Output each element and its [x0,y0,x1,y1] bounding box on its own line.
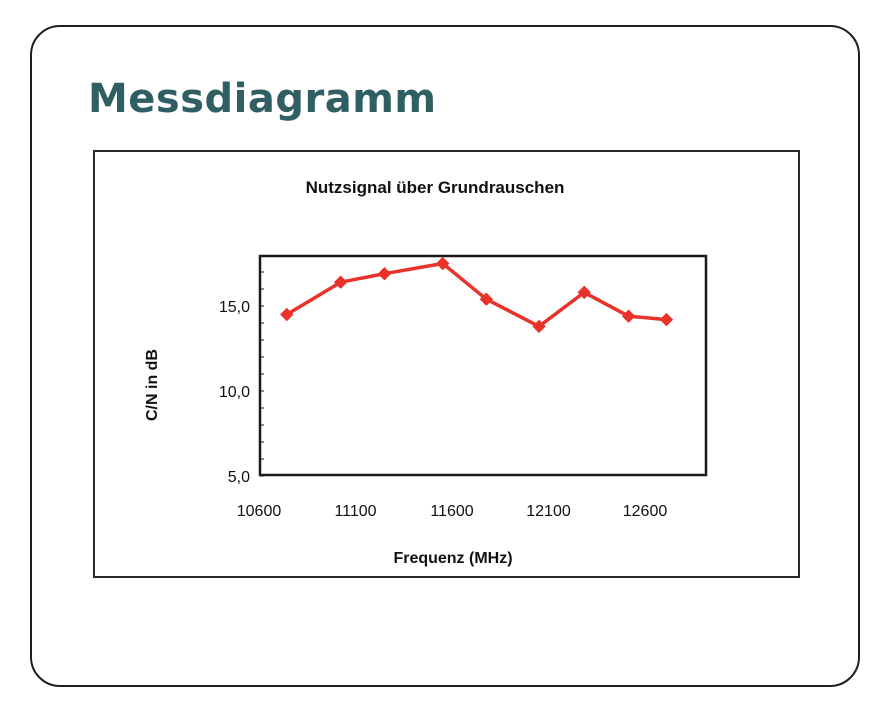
y-axis-label: C/N in dB [144,349,161,421]
y-axis-ticks: 5,0 10,0 15,0 [219,299,250,486]
data-point-marker [280,307,294,322]
line-chart: Nutzsignal über Grundrauschen 5,0 10,0 15,… [144,178,708,567]
y-tick-label: 10,0 [219,384,250,401]
x-tick-label: 12100 [526,503,571,520]
y-tick-label: 5,0 [228,469,250,486]
x-axis-ticks: 10600 11100 11600 12100 12600 [237,503,668,520]
x-axis-label: Frequenz (MHz) [393,550,512,567]
chart-title: Nutzsignal über Grundrauschen [306,178,565,197]
y-tick-label: 15,0 [219,299,250,316]
slide-title: Messdiagramm [88,76,437,122]
x-tick-label: 12600 [623,503,668,520]
x-tick-label: 10600 [237,503,282,520]
chart-container: Nutzsignal über Grundrauschen 5,0 10,0 15,… [93,150,800,578]
data-point-marker [532,319,546,334]
data-point-marker [436,256,450,271]
data-point-marker [577,285,591,300]
plot-area [258,254,708,477]
data-point-marker [479,292,494,306]
data-point-marker [659,312,674,327]
data-point-marker [377,266,392,281]
data-point-marker [333,275,348,289]
x-tick-label: 11600 [430,503,473,520]
data-point-marker [621,309,636,323]
plot-border [258,254,708,477]
x-tick-label: 11100 [334,503,376,520]
